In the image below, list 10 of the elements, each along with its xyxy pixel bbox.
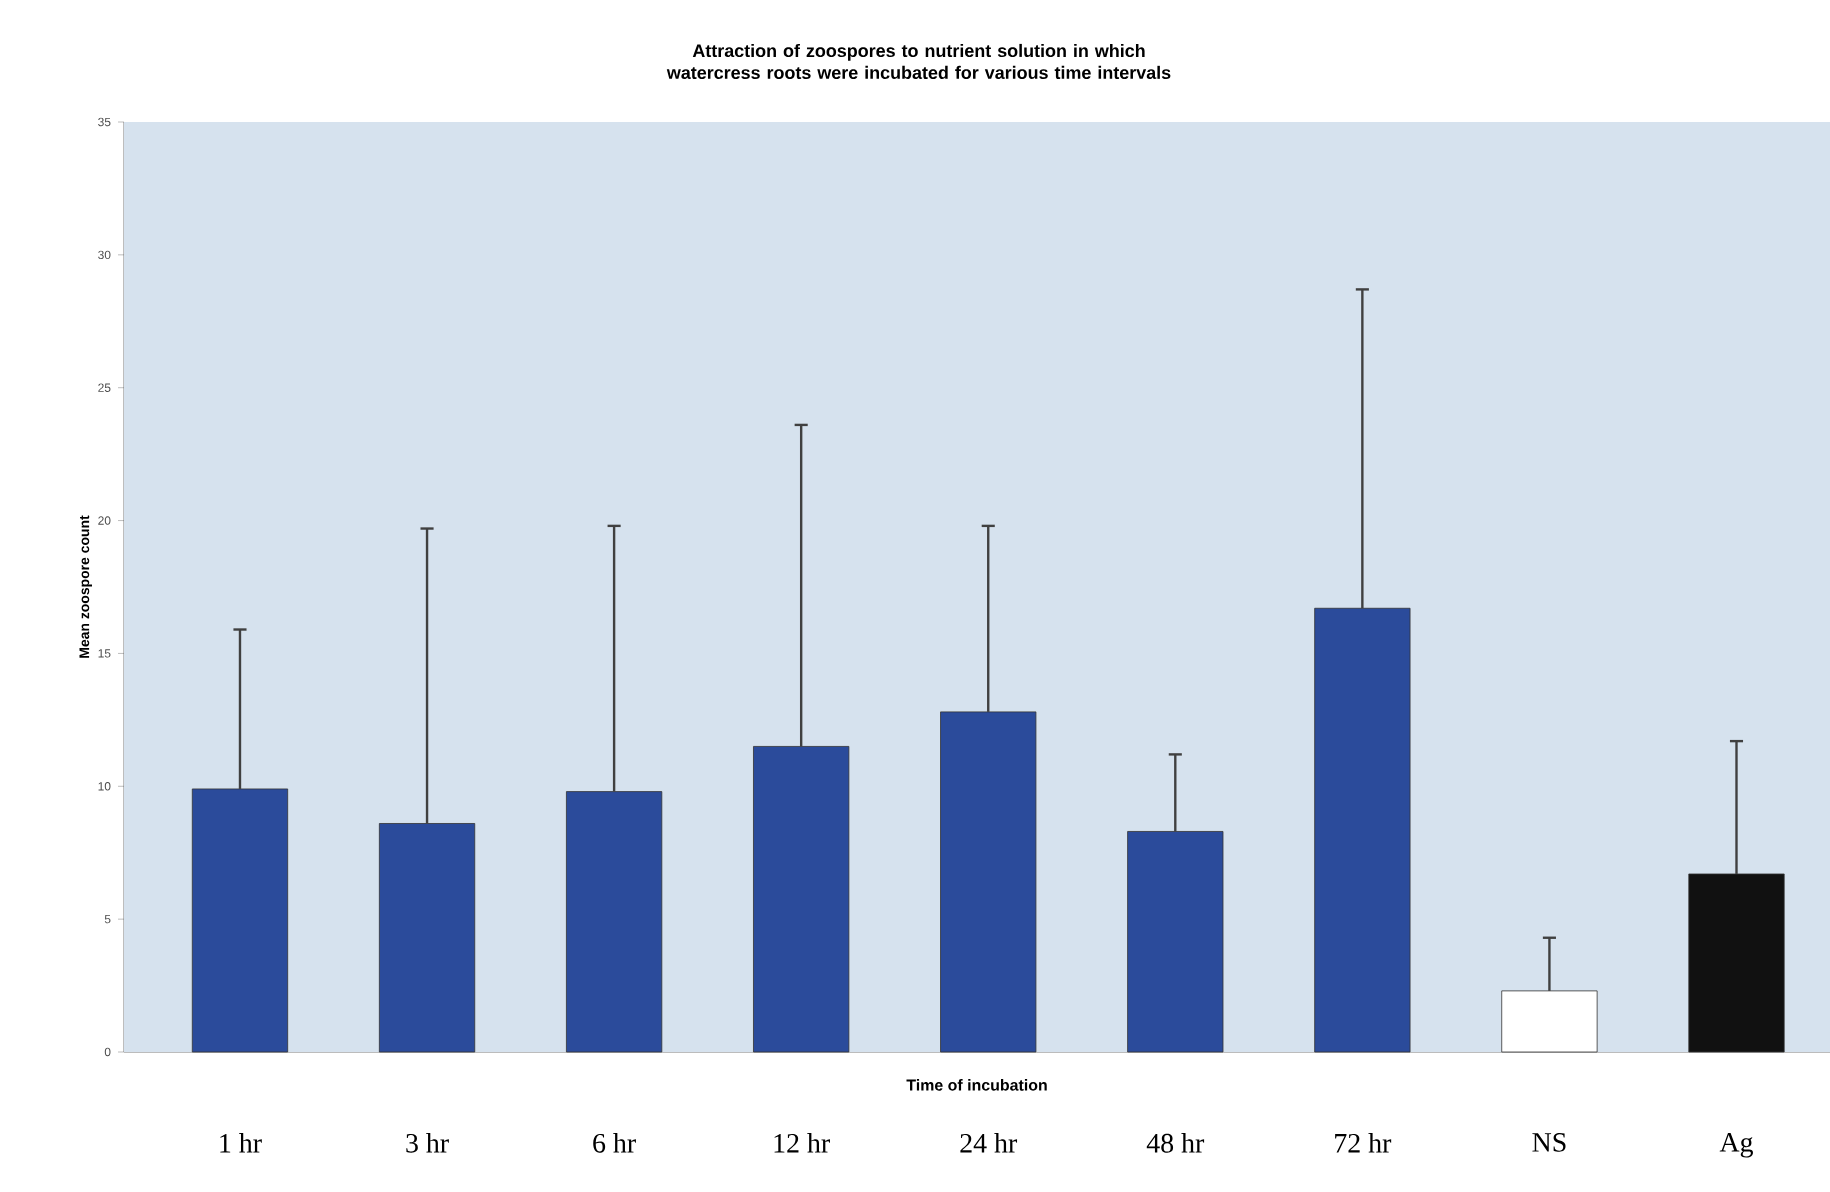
- x-tick-label: 12 hr: [774, 1133, 830, 1153]
- x-tick-label: NS: [1532, 1133, 1566, 1152]
- x-tick-label: 1 hr: [220, 1133, 262, 1153]
- x-tick-label: 6 hr: [593, 1133, 636, 1153]
- x-tick-label: Ag: [1719, 1133, 1753, 1158]
- x-tick-label: 48 hr: [1146, 1133, 1205, 1153]
- x-tick-label: 24 hr: [960, 1133, 1018, 1153]
- x-tick-label: 72 hr: [1335, 1133, 1392, 1153]
- chart-title: Attraction of zoospores to nutrient solution in which watercress roots were incubated for various time intervals: [666, 43, 1171, 80]
- x-tick-label: 3 hr: [406, 1133, 449, 1153]
